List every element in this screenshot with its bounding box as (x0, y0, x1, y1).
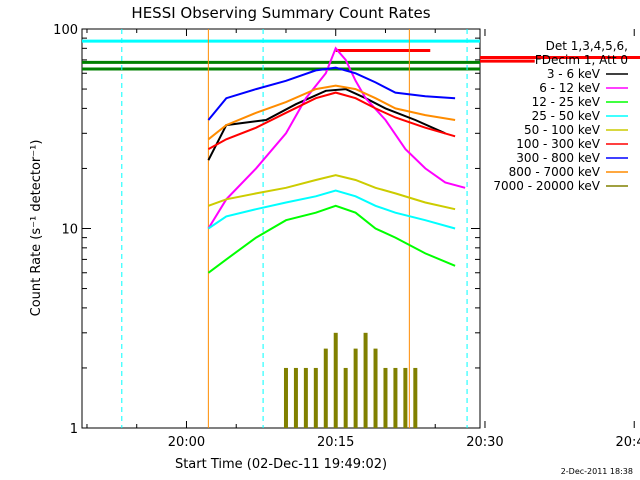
legend-label: 300 - 800 keV (516, 151, 600, 165)
footer-date: 2-Dec-2011 18:38 (561, 467, 633, 476)
series-line-6 (207, 66, 456, 121)
x-axis-label: Start Time (02-Dec-11 19:49:02) (175, 457, 387, 472)
series-bar (383, 367, 388, 428)
legend-label: 100 - 300 keV (516, 137, 600, 151)
legend-label: 6 - 12 keV (539, 81, 601, 95)
x-tick-label: 20:45 (615, 435, 640, 450)
series-bar (353, 348, 358, 428)
series-bar (323, 348, 328, 428)
series-bar (393, 367, 398, 428)
y-tick-label: 100 (53, 23, 78, 38)
legend-title: Det 1,3,4,5,6, (546, 39, 628, 53)
series-bar (303, 367, 308, 428)
series-bar (373, 348, 378, 428)
y-tick-label: 10 (61, 223, 78, 238)
plot-area (81, 28, 481, 429)
series-line-5 (207, 91, 456, 150)
legend-label: 800 - 7000 keV (509, 165, 601, 179)
series-bar (403, 367, 408, 428)
series-bar (293, 367, 298, 428)
x-tick-label: 20:15 (317, 435, 354, 450)
y-axis-label: Count Rate (s⁻¹ detector⁻¹) (29, 140, 44, 317)
x-tick-label: 20:30 (466, 435, 503, 450)
series-line-7 (207, 84, 456, 141)
legend-label: 12 - 25 keV (532, 95, 601, 109)
legend-label: 50 - 100 keV (524, 123, 601, 137)
chart-title: HESSI Observing Summary Count Rates (131, 4, 430, 22)
series-bar (283, 367, 288, 428)
series-bar (333, 332, 338, 428)
series-line-3 (207, 189, 456, 230)
series-line-0 (207, 88, 446, 161)
legend-label: 7000 - 20000 keV (493, 179, 600, 193)
series-line-4 (208, 174, 456, 211)
legend: Det 1,3,4,5,6,FDecim 1, Att 03 - 6 keV6 … (493, 39, 628, 193)
legend-label: 3 - 6 keV (547, 67, 601, 81)
series-line-2 (207, 204, 456, 274)
x-tick-label: 20:00 (168, 435, 205, 450)
legend-label: 25 - 50 keV (532, 109, 601, 123)
series-line-1 (207, 46, 466, 230)
legend-title: FDecim 1, Att 0 (535, 53, 628, 67)
y-tick-label: 1 (70, 422, 78, 437)
series-layer (207, 46, 466, 428)
series-bar (313, 367, 318, 428)
axes (82, 28, 635, 429)
segment-markers (82, 29, 640, 428)
series-bar (343, 367, 348, 428)
series-bar (363, 332, 368, 428)
series-bar (413, 367, 418, 428)
